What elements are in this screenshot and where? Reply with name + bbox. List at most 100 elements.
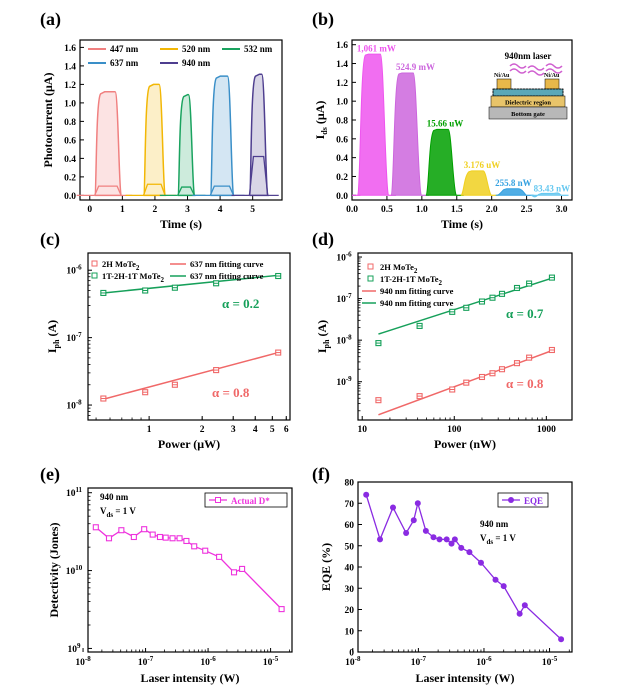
legend-label: 1T-2H-1T MoTe2 xyxy=(102,271,165,284)
data-point xyxy=(377,536,384,543)
plot-frame xyxy=(87,487,293,653)
x-tick-label: 1000 xyxy=(537,425,556,435)
contact-pad xyxy=(496,78,512,90)
data-point xyxy=(448,540,455,547)
data-point xyxy=(403,530,410,536)
x-tick-label: 10-8 xyxy=(75,655,91,668)
x-axis-title: Power (μW) xyxy=(158,437,220,451)
laser-wave-icon xyxy=(545,68,563,74)
y-tick-label: 1.2 xyxy=(64,81,76,91)
y-tick-label: 0.6 xyxy=(64,136,76,146)
x-tick-label: 1 xyxy=(120,205,125,215)
x-tick-label: 4 xyxy=(253,425,258,435)
y-tick-label: 109 xyxy=(68,642,82,655)
y-tick-label: 10-8 xyxy=(336,334,352,347)
pulse xyxy=(390,72,423,196)
data-point xyxy=(492,576,499,583)
y-tick-label: 0.0 xyxy=(64,192,76,202)
panel-e: 10-8 10-7 10-6 10-5 109 1010 1011 (e) Laser inte… xyxy=(40,464,293,685)
y-tick-label: 1.4 xyxy=(336,60,348,70)
data-point xyxy=(516,610,523,617)
data-point xyxy=(558,636,565,643)
x-tick-label: 10-6 xyxy=(200,655,216,668)
legend-marker xyxy=(367,275,374,282)
x-tick-label: 2.5 xyxy=(521,205,533,215)
pulse-high xyxy=(248,73,269,197)
y-tick-label: 60 xyxy=(345,521,355,531)
data-point xyxy=(141,526,148,533)
data-point xyxy=(278,606,285,613)
data-point xyxy=(430,534,437,541)
x-tick-label: 10-5 xyxy=(542,655,558,668)
legend-marker xyxy=(508,497,514,503)
data-point xyxy=(422,527,429,534)
legend-label: 940 nm fitting curve xyxy=(380,286,454,296)
panel-d: 10 100 1000 10-9 10-8 10-7 10-6(d) Power (nW) Ip… xyxy=(312,229,573,451)
pulse-high xyxy=(93,91,123,197)
x-axis-title: Laser intensity (W) xyxy=(140,671,239,685)
x-tick-label: 3 xyxy=(231,425,236,435)
alpha-annotation: α = 0.2 xyxy=(222,296,259,311)
x-tick-label: 2 xyxy=(153,205,158,215)
y-tick-label: 10-6 xyxy=(336,251,352,264)
pulse-high xyxy=(142,83,167,197)
x-axis-title: Power (nW) xyxy=(434,437,496,451)
laser-wave-icon xyxy=(545,63,563,69)
legend-label: 532 nm xyxy=(244,44,273,54)
data-point xyxy=(414,500,421,507)
x-tick-label: 10-6 xyxy=(476,655,492,668)
panel-label: (e) xyxy=(40,464,60,485)
contact-label: Ni/Au xyxy=(544,73,560,79)
data-point xyxy=(92,524,99,531)
pulse xyxy=(495,188,528,196)
data-point xyxy=(521,602,528,609)
series-1: 524.9 mW xyxy=(390,62,435,196)
dielectric-label: Dielectric region xyxy=(505,100,551,107)
series-447nm xyxy=(76,91,133,197)
x-tick-label: 10-8 xyxy=(345,655,361,668)
series-637nm xyxy=(192,75,245,197)
device-inset: 940nm laser Ni/Au Ni/Au Dielectric region Bo… xyxy=(488,51,568,120)
y-tick-label: 0 xyxy=(349,649,354,659)
y-axis-title: Iph (A) xyxy=(315,320,331,353)
legend-marker xyxy=(367,263,374,270)
laser-wave-icon xyxy=(509,63,527,69)
laser-wave-icon xyxy=(527,65,545,71)
legend-label: 637 nm fitting curve xyxy=(190,271,264,281)
legend-label: 637 nm fitting curve xyxy=(190,259,264,269)
x-tick-label: 1.0 xyxy=(416,205,428,215)
x-axis-title: Time (s) xyxy=(441,217,483,231)
x-axis-title: Time (s) xyxy=(160,217,202,231)
x-tick-label: 5 xyxy=(250,205,255,215)
panel-c: 1 2 3 4 5 6 10-8 10-7 10-6 (c) Power (μW) Iph (A) α … xyxy=(40,229,291,451)
y-tick-label: 10-6 xyxy=(66,264,82,277)
x-tick-label: 2 xyxy=(200,425,205,435)
fit-line xyxy=(103,351,279,400)
series-520nm xyxy=(125,83,177,197)
panel-b: 0.0 0.5 1.0 1.5 2.0 2.5 3.0 0.0 0.2 0.4 0.6 0.8 1.0 1… xyxy=(312,9,573,231)
pulse-label: 1,061 mW xyxy=(357,43,396,53)
pulse-high xyxy=(176,93,196,197)
data-point xyxy=(239,565,246,572)
y-axis-title: Detectivity (Jones) xyxy=(47,523,61,618)
gate-label: Bottom gate xyxy=(511,111,545,118)
series-points xyxy=(100,349,282,402)
data-point xyxy=(118,527,125,534)
y-tick-label: 1.0 xyxy=(336,98,348,108)
legend-label: EQE xyxy=(524,496,543,506)
data-point xyxy=(183,537,190,545)
plot-frame xyxy=(87,252,291,421)
data-point xyxy=(176,535,183,542)
data-point xyxy=(466,549,473,556)
panel-label: (a) xyxy=(40,9,61,30)
y-tick-label: 1010 xyxy=(66,564,83,577)
pulse-label: 255.8 nW xyxy=(495,178,532,188)
pulse-label: 83.43 nW xyxy=(534,184,571,194)
y-tick-label: 0.8 xyxy=(336,117,348,127)
x-axis-title: Laser intensity (W) xyxy=(415,671,514,685)
gate-layer xyxy=(488,106,568,120)
y-tick-label: 0.2 xyxy=(64,173,76,183)
y-tick-label: 20 xyxy=(345,606,355,616)
